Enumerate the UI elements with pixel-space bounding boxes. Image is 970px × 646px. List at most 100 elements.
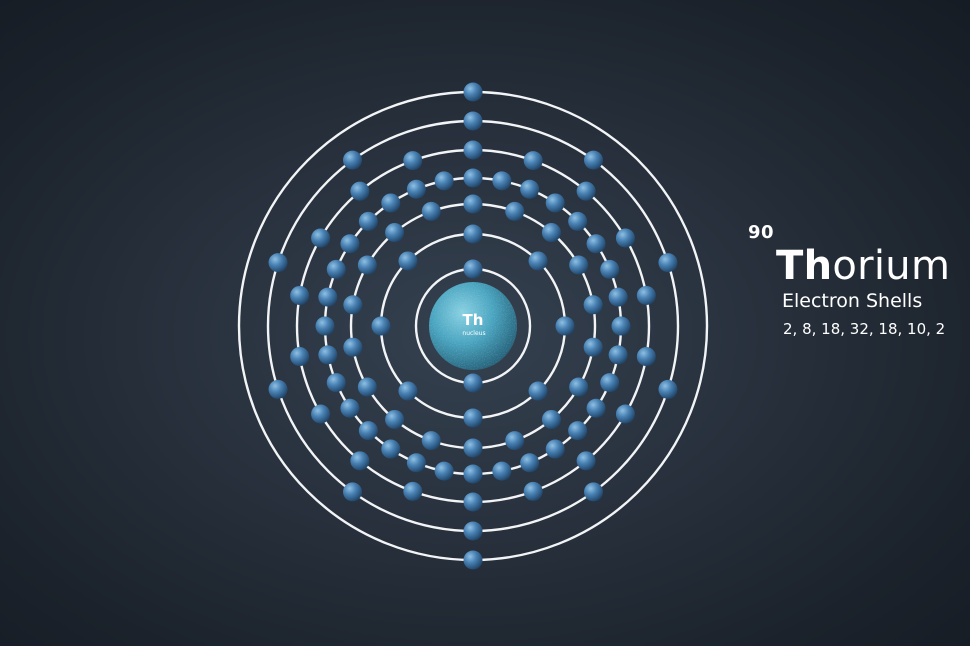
nucleus: Th nucleus xyxy=(429,282,517,370)
electron xyxy=(463,140,483,160)
electron xyxy=(463,521,483,541)
electron xyxy=(398,251,418,271)
electron xyxy=(421,201,441,221)
electron xyxy=(636,285,656,305)
electron xyxy=(600,373,620,393)
electron xyxy=(584,482,603,502)
electron xyxy=(406,179,426,199)
electron xyxy=(343,150,362,170)
element-name-rest: orium xyxy=(832,243,951,289)
electron xyxy=(463,224,483,244)
electron xyxy=(343,482,362,502)
electron xyxy=(434,461,454,481)
electron xyxy=(658,379,678,399)
electron xyxy=(311,228,331,248)
electron xyxy=(343,337,363,357)
nucleus-caption: nucleus xyxy=(462,330,485,337)
electron xyxy=(290,285,310,305)
element-symbol: Th xyxy=(776,243,833,289)
electron xyxy=(586,234,606,254)
electron xyxy=(492,461,512,481)
electron xyxy=(268,253,288,273)
electron xyxy=(583,295,603,315)
electron xyxy=(608,287,628,307)
electron xyxy=(463,438,483,458)
electron xyxy=(528,251,548,271)
electron xyxy=(636,347,656,367)
electron xyxy=(315,316,335,336)
electron xyxy=(403,151,423,171)
electron xyxy=(268,379,288,399)
electron xyxy=(545,439,565,459)
electron xyxy=(385,409,405,429)
electron xyxy=(528,381,548,401)
electron xyxy=(586,398,606,418)
electron-shells-title: Electron Shells xyxy=(782,290,923,312)
electron xyxy=(403,481,423,501)
electron xyxy=(406,453,426,473)
electron xyxy=(318,287,338,307)
electron xyxy=(568,421,588,441)
electron xyxy=(434,171,454,191)
electron xyxy=(505,201,525,221)
electron xyxy=(463,492,483,512)
electron xyxy=(463,408,483,428)
electron xyxy=(350,181,370,201)
electron xyxy=(463,168,483,188)
electron xyxy=(615,228,635,248)
nucleus-symbol: Th xyxy=(463,311,484,329)
electron xyxy=(463,259,483,279)
electron xyxy=(326,373,346,393)
electron xyxy=(583,337,603,357)
electron xyxy=(381,439,401,459)
electron-shell-counts: 2, 8, 18, 32, 18, 10, 2 xyxy=(783,320,946,338)
electron xyxy=(608,345,628,365)
electron xyxy=(398,381,418,401)
electron xyxy=(569,377,589,397)
electron xyxy=(463,373,483,393)
element-name: Thorium xyxy=(776,238,950,294)
electron xyxy=(520,179,540,199)
electron xyxy=(463,82,483,102)
electron xyxy=(615,404,635,424)
electron xyxy=(463,464,483,484)
electron xyxy=(290,347,310,367)
electron xyxy=(523,151,543,171)
electron xyxy=(576,181,596,201)
electron xyxy=(326,259,346,279)
electron xyxy=(318,345,338,365)
electron xyxy=(463,194,483,214)
electron xyxy=(371,316,391,336)
electron xyxy=(569,255,589,275)
electron xyxy=(343,295,363,315)
electron xyxy=(357,377,377,397)
electron xyxy=(381,193,401,213)
electron xyxy=(523,481,543,501)
electron xyxy=(350,451,370,471)
electron xyxy=(492,171,512,191)
atomic-number: 90 xyxy=(748,222,775,243)
electron xyxy=(611,316,631,336)
electron xyxy=(658,253,678,273)
electron xyxy=(385,223,405,243)
electron xyxy=(555,316,575,336)
electron xyxy=(600,259,620,279)
electron xyxy=(358,421,378,441)
electron xyxy=(545,193,565,213)
electron xyxy=(584,150,603,170)
electron xyxy=(520,453,540,473)
electron xyxy=(463,111,483,131)
electron xyxy=(311,404,331,424)
electrons xyxy=(268,82,678,570)
electron xyxy=(541,223,561,243)
electron xyxy=(505,431,525,451)
electron xyxy=(340,398,360,418)
electron xyxy=(541,409,561,429)
electron xyxy=(357,255,377,275)
electron xyxy=(568,211,588,231)
electron xyxy=(576,451,596,471)
electron xyxy=(463,550,483,570)
nucleus-sphere xyxy=(429,282,517,370)
electron xyxy=(421,431,441,451)
